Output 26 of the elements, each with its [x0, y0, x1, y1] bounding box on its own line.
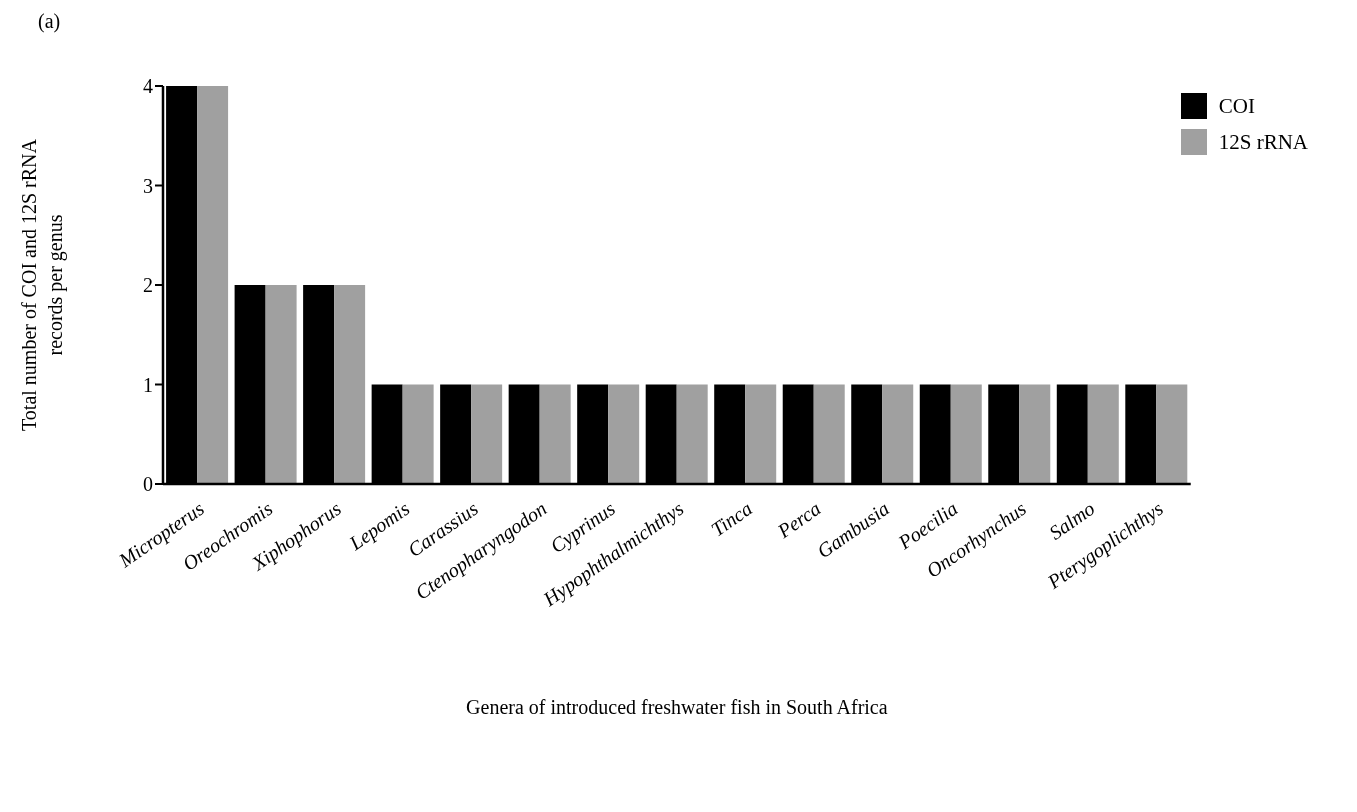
bar	[676, 384, 708, 484]
bar	[882, 384, 914, 484]
y-tick-label: 2	[143, 274, 153, 297]
text: (a)	[38, 10, 61, 33]
bar	[471, 384, 503, 484]
bar	[608, 384, 640, 484]
bar	[1019, 384, 1051, 484]
y-tick-label: 3	[143, 174, 153, 197]
x-tick-label: Tinca	[706, 497, 756, 541]
legend-label: COI	[1218, 93, 1255, 120]
bar	[745, 384, 777, 484]
bar	[334, 285, 366, 484]
y-axis-title: Total number of COI and 12S rRNA records per genus	[18, 138, 67, 431]
y-tick-label: 1	[143, 373, 153, 396]
bar	[1156, 384, 1188, 484]
bar	[950, 384, 982, 484]
bar	[402, 384, 434, 484]
bar	[1087, 384, 1119, 484]
y-tick-label: 4	[143, 75, 153, 98]
bar	[813, 384, 845, 484]
legend-label: 12S rRNA	[1218, 129, 1308, 156]
bar	[539, 384, 571, 484]
y-tick-label: 0	[143, 473, 153, 496]
x-axis-title: Genera of introduced freshwater fish in South Africa	[466, 696, 888, 718]
bar	[197, 86, 229, 484]
bar	[265, 285, 297, 484]
